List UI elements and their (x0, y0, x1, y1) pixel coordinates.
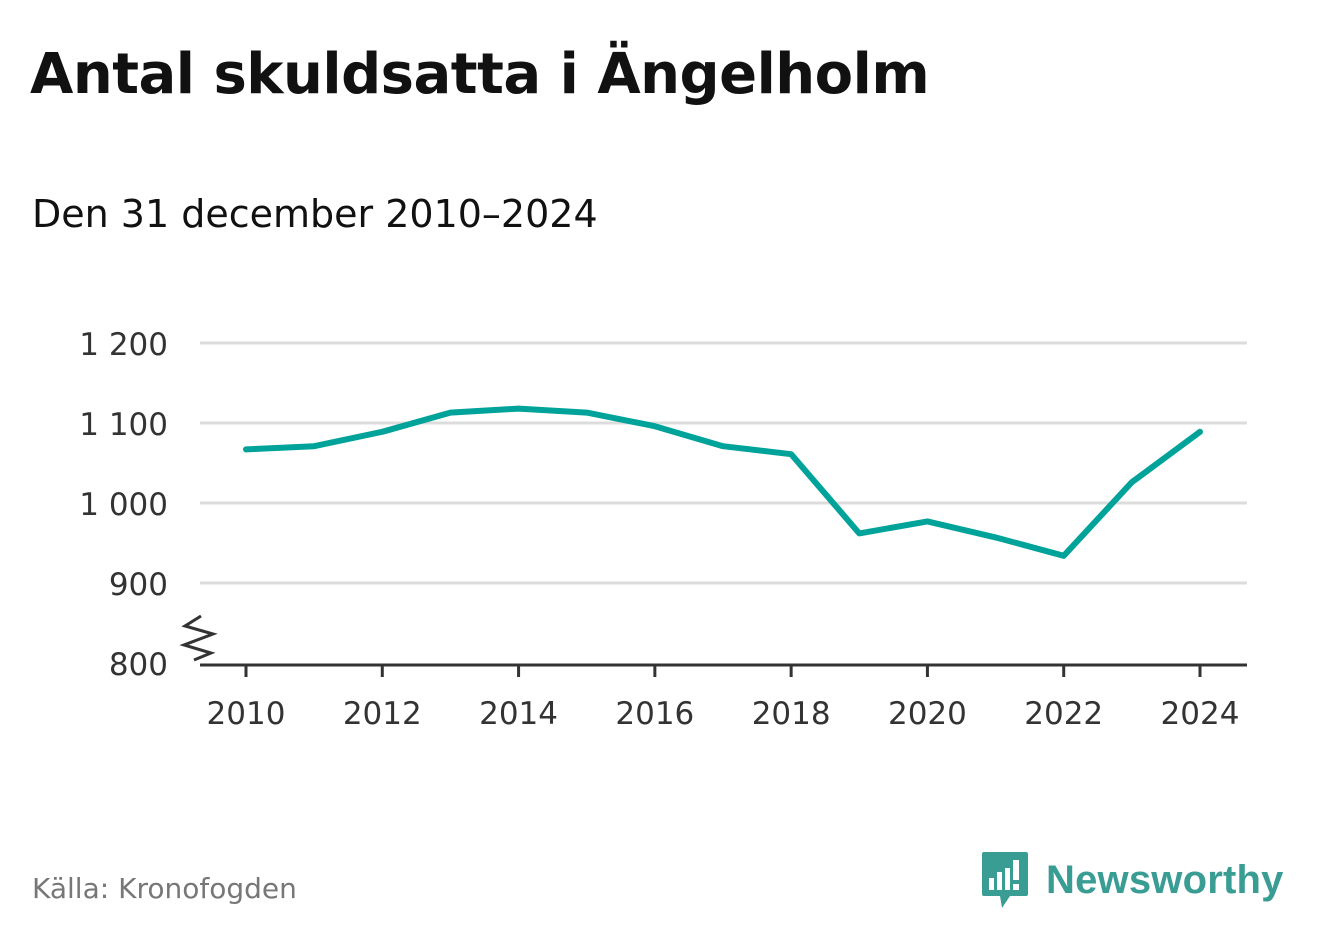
x-tick-label: 2014 (479, 696, 558, 732)
y-tick-label: 800 (109, 647, 168, 683)
y-tick-label: 1 200 (79, 327, 168, 363)
y-axis-tick-labels: 800 900 1 000 1 100 1 200 (79, 327, 168, 683)
chart-subtitle: Den 31 december 2010–2024 (32, 192, 598, 236)
x-tick-label: 2012 (343, 696, 422, 732)
chart-title: Antal skuldsatta i Ängelholm (30, 42, 930, 107)
newsworthy-logo[interactable]: Newsworthy (980, 850, 1284, 910)
x-axis: 2010 2012 2014 2016 2018 2020 2022 2024 (200, 663, 1247, 732)
source-label: Källa: Kronofogden (32, 872, 297, 905)
x-tick-label: 2020 (888, 696, 967, 732)
y-tick-label: 900 (109, 567, 168, 603)
x-tick-label: 2024 (1161, 696, 1240, 732)
brand-name: Newsworthy (1046, 857, 1284, 902)
data-series (243, 405, 1203, 559)
y-tick-label: 1 000 (79, 487, 168, 523)
x-tick-label: 2022 (1024, 696, 1103, 732)
axis-break-icon (179, 614, 218, 662)
x-tick-label: 2016 (615, 696, 694, 732)
x-tick-label: 2018 (752, 696, 831, 732)
y-tick-label: 1 100 (79, 407, 168, 443)
newsworthy-logo-icon (982, 852, 1028, 908)
gridlines (179, 341, 1247, 662)
x-tick-label: 2010 (207, 696, 286, 732)
series-line (243, 405, 1203, 559)
